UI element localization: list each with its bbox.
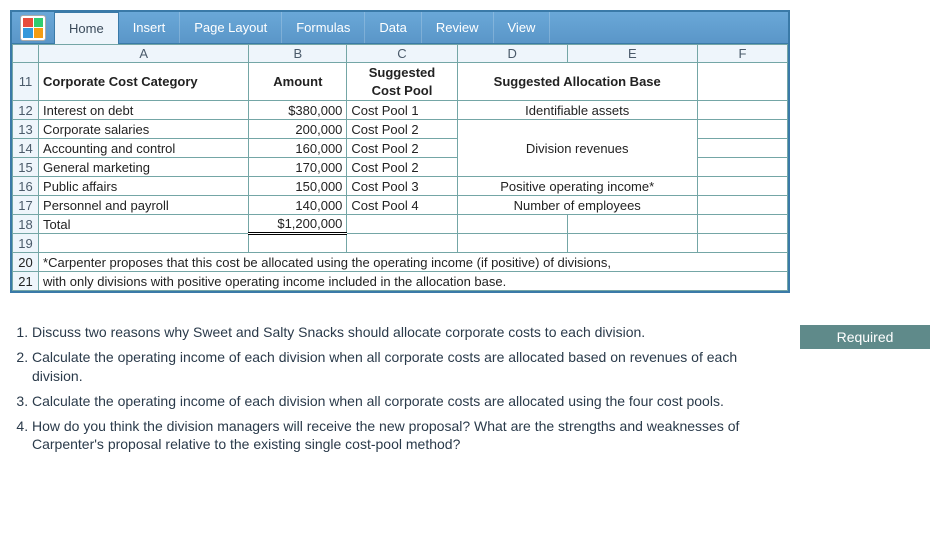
col-header-B[interactable]: B [249, 45, 347, 63]
cell-C13[interactable]: Cost Pool 2 [347, 120, 457, 139]
row-19: 19 [13, 234, 788, 253]
spreadsheet-window: Home Insert Page Layout Formulas Data Re… [10, 10, 790, 293]
row-num-18[interactable]: 18 [13, 215, 39, 234]
cell-C17[interactable]: Cost Pool 4 [347, 196, 457, 215]
tab-home[interactable]: Home [54, 12, 119, 44]
cell-B15[interactable]: 170,000 [249, 158, 347, 177]
cell-A18[interactable]: Total [39, 215, 249, 234]
cell-F19[interactable] [697, 234, 787, 253]
cell-A13[interactable]: Corporate salaries [39, 120, 249, 139]
question-1: Discuss two reasons why Sweet and Salty … [32, 323, 790, 342]
spreadsheet-grid: A B C D E F 11 Corporate Cost Category A… [12, 44, 788, 291]
tab-data[interactable]: Data [365, 12, 421, 43]
cell-E18[interactable] [567, 215, 697, 234]
tab-view[interactable]: View [494, 12, 551, 43]
cell-C15[interactable]: Cost Pool 2 [347, 158, 457, 177]
cell-E19[interactable] [567, 234, 697, 253]
row-21: 21 with only divisions with positive ope… [13, 272, 788, 291]
tab-formulas[interactable]: Formulas [282, 12, 365, 43]
ribbon: Home Insert Page Layout Formulas Data Re… [12, 12, 788, 44]
row-16: 16 Public affairs 150,000 Cost Pool 3 Po… [13, 177, 788, 196]
cell-DE16[interactable]: Positive operating income* [457, 177, 697, 196]
cell-A12[interactable]: Interest on debt [39, 101, 249, 120]
tab-page-layout[interactable]: Page Layout [180, 12, 282, 43]
row-12: 12 Interest on debt $380,000 Cost Pool 1… [13, 101, 788, 120]
row-num-21[interactable]: 21 [13, 272, 39, 291]
row-num-11[interactable]: 11 [13, 63, 39, 101]
row-num-16[interactable]: 16 [13, 177, 39, 196]
cell-A14[interactable]: Accounting and control [39, 139, 249, 158]
cell-A16[interactable]: Public affairs [39, 177, 249, 196]
cell-C-top[interactable]: Suggested [347, 63, 457, 82]
question-3: Calculate the operating income of each d… [32, 392, 790, 411]
cell-B13[interactable]: 200,000 [249, 120, 347, 139]
corner-cell[interactable] [13, 45, 39, 63]
col-header-A[interactable]: A [39, 45, 249, 63]
cell-D18[interactable] [457, 215, 567, 234]
tab-review[interactable]: Review [422, 12, 494, 43]
cell-F12[interactable] [697, 101, 787, 120]
cell-B19[interactable] [249, 234, 347, 253]
cell-B17[interactable]: 140,000 [249, 196, 347, 215]
cell-F11[interactable] [697, 63, 787, 101]
row-num-19[interactable]: 19 [13, 234, 39, 253]
office-logo-icon [20, 15, 46, 41]
cell-DE13-15[interactable]: Division revenues [457, 120, 697, 177]
cell-A19[interactable] [39, 234, 249, 253]
col-header-C[interactable]: C [347, 45, 457, 63]
cell-F17[interactable] [697, 196, 787, 215]
row-num-17[interactable]: 17 [13, 196, 39, 215]
header-row-top: 11 Corporate Cost Category Amount Sugges… [13, 63, 788, 82]
questions-block: Discuss two reasons why Sweet and Salty … [10, 323, 790, 454]
cell-F13[interactable] [697, 120, 787, 139]
row-17: 17 Personnel and payroll 140,000 Cost Po… [13, 196, 788, 215]
row-num-12[interactable]: 12 [13, 101, 39, 120]
cell-F15[interactable] [697, 158, 787, 177]
col-header-D[interactable]: D [457, 45, 567, 63]
question-4: How do you think the division managers w… [32, 417, 790, 455]
office-button[interactable] [12, 12, 54, 43]
question-2: Calculate the operating income of each d… [32, 348, 790, 386]
cell-A15[interactable]: General marketing [39, 158, 249, 177]
row-num-14[interactable]: 14 [13, 139, 39, 158]
cell-C19[interactable] [347, 234, 457, 253]
cell-F18[interactable] [697, 215, 787, 234]
cell-DE12[interactable]: Identifiable assets [457, 101, 697, 120]
cell-A11[interactable]: Corporate Cost Category [39, 63, 249, 101]
cell-B11[interactable]: Amount [249, 63, 347, 101]
required-badge: Required [800, 325, 930, 349]
cell-B14[interactable]: 160,000 [249, 139, 347, 158]
cell-note-20[interactable]: *Carpenter proposes that this cost be al… [39, 253, 788, 272]
cell-note-21[interactable]: with only divisions with positive operat… [39, 272, 788, 291]
cell-B18[interactable]: $1,200,000 [249, 215, 347, 234]
cell-B12[interactable]: $380,000 [249, 101, 347, 120]
cell-C18[interactable] [347, 215, 457, 234]
cell-F16[interactable] [697, 177, 787, 196]
tab-insert[interactable]: Insert [119, 12, 181, 43]
cell-DE17[interactable]: Number of employees [457, 196, 697, 215]
col-header-E[interactable]: E [567, 45, 697, 63]
cell-A17[interactable]: Personnel and payroll [39, 196, 249, 215]
cell-C14[interactable]: Cost Pool 2 [347, 139, 457, 158]
row-num-13[interactable]: 13 [13, 120, 39, 139]
cell-F14[interactable] [697, 139, 787, 158]
cell-DE11[interactable]: Suggested Allocation Base [457, 63, 697, 101]
cell-C12[interactable]: Cost Pool 1 [347, 101, 457, 120]
row-20: 20 *Carpenter proposes that this cost be… [13, 253, 788, 272]
row-num-20[interactable]: 20 [13, 253, 39, 272]
cell-D19[interactable] [457, 234, 567, 253]
cell-C11[interactable]: Cost Pool [347, 82, 457, 101]
row-13: 13 Corporate salaries 200,000 Cost Pool … [13, 120, 788, 139]
column-header-row: A B C D E F [13, 45, 788, 63]
row-18: 18 Total $1,200,000 [13, 215, 788, 234]
cell-B16[interactable]: 150,000 [249, 177, 347, 196]
row-num-15[interactable]: 15 [13, 158, 39, 177]
cell-C16[interactable]: Cost Pool 3 [347, 177, 457, 196]
col-header-F[interactable]: F [697, 45, 787, 63]
